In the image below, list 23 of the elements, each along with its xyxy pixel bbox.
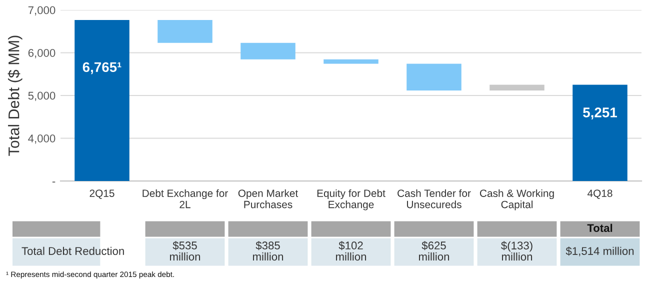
y-tick-label: 5,000 (28, 92, 56, 101)
text: Total (587, 224, 612, 232)
x-tick-label: Debt Exchange for 2L (142, 189, 228, 208)
x-tick-label: 4Q18 (588, 190, 612, 199)
text: $625 million (418, 241, 450, 261)
x-tick-label: Open Market Purchases (238, 189, 298, 208)
text: $385 million (252, 241, 284, 261)
text: Total Debt Reduction (22, 246, 124, 255)
y-tick-label: 7,000 (28, 6, 56, 16)
data-label: 5,251 (583, 108, 617, 120)
y-tick-label: 4,000 (28, 134, 56, 144)
y-tick-label: - (52, 182, 56, 183)
y-axis-title: Total Debt ($ MM) (8, 36, 22, 156)
x-tick-label: Equity for Debt Exchange (317, 189, 386, 210)
text: $102 million (336, 241, 366, 261)
text: $1,514 million (566, 246, 634, 256)
x-tick-label: Cash & Working Capital (480, 189, 554, 210)
text: $(133) million (501, 241, 532, 261)
y-tick-label: 6,000 (28, 49, 56, 58)
x-tick-label: Cash Tender for Unsecureds (398, 189, 471, 208)
x-tick-label: 2Q15 (90, 190, 114, 199)
data-label: 6,765¹ (82, 62, 122, 74)
text: $535 million (170, 241, 200, 261)
